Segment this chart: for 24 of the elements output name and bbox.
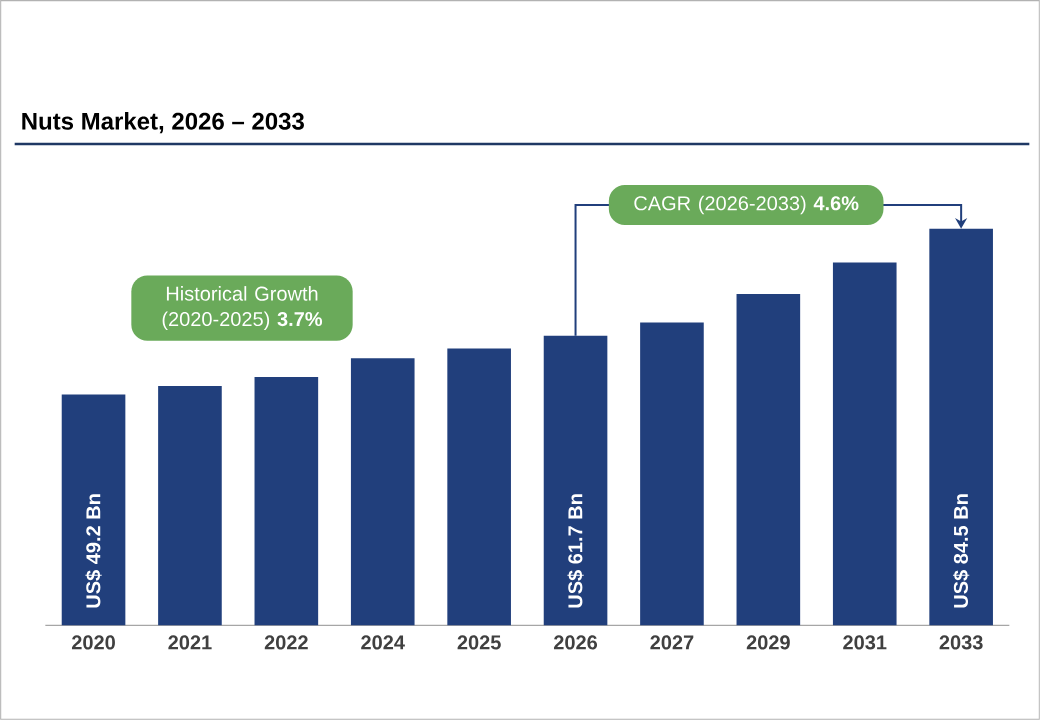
bar — [736, 293, 801, 626]
annotation: Historical Growth (2020-2025) 3.7% — [162, 286, 323, 331]
x-tick-label: 2022 — [264, 635, 308, 650]
bar — [254, 377, 319, 626]
x-tick-label: 2025 — [457, 635, 501, 650]
bar — [832, 262, 897, 626]
data-label: US$ 61.7 Bn — [567, 494, 584, 608]
data-label: US$ 49.2 Bn — [85, 494, 102, 608]
x-tick-label: 2021 — [168, 635, 212, 650]
bar — [158, 385, 222, 626]
x-tick-label: 2027 — [650, 635, 694, 650]
x-tick-label: 2026 — [553, 635, 598, 650]
x-tick-label: 2020 — [71, 635, 115, 650]
chart-title: Nuts Market, 2026 – 2033 — [22, 112, 304, 134]
text: CAGR (2026-2033) 4.6% — [634, 195, 859, 215]
bar — [640, 322, 704, 626]
bar — [61, 394, 126, 626]
x-tick-label: 2024 — [361, 635, 405, 650]
bar — [350, 358, 415, 626]
x-tick-label: 2033 — [939, 635, 983, 650]
x-tick-label: 2029 — [746, 635, 790, 650]
x-tick-label: 2031 — [843, 635, 887, 650]
bar — [447, 348, 511, 626]
data-label: US$ 84.5 Bn — [952, 494, 970, 608]
